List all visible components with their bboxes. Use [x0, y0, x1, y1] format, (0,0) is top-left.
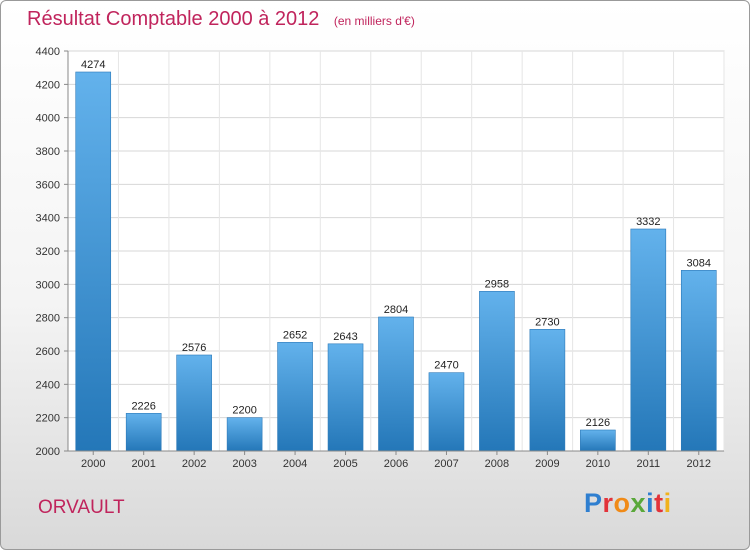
- bar: [479, 291, 515, 452]
- logo-letter: o: [613, 488, 631, 518]
- y-tick-label: 2400: [36, 379, 60, 391]
- x-tick-label: 2004: [283, 458, 307, 470]
- data-label: 2226: [131, 400, 155, 412]
- x-tick-label: 2003: [232, 458, 256, 470]
- data-label: 4274: [81, 59, 105, 71]
- y-tick-label: 4400: [36, 46, 60, 58]
- data-label: 2200: [232, 405, 256, 417]
- y-tick-label: 4200: [36, 79, 60, 91]
- bar: [529, 329, 566, 452]
- y-tick-label: 2600: [36, 346, 60, 358]
- bar: [75, 71, 112, 452]
- bar: [630, 228, 667, 452]
- bar: [176, 354, 212, 452]
- bar: [327, 343, 364, 452]
- x-tick-label: 2001: [131, 458, 155, 470]
- chart-subtitle: (en milliers d'€): [333, 14, 415, 28]
- x-tick-label: 2002: [182, 458, 206, 470]
- logo-letter: x: [630, 488, 647, 518]
- bar: [428, 372, 465, 452]
- bar: [378, 316, 414, 452]
- y-tick-label: 3400: [36, 213, 60, 225]
- x-tick-label: 2005: [333, 458, 357, 470]
- logo-text: Proxiti: [584, 488, 672, 518]
- bar: [277, 342, 313, 452]
- x-tick-label: 2011: [636, 458, 660, 470]
- x-tick-label: 2008: [485, 458, 509, 470]
- data-label: 2470: [434, 360, 458, 372]
- y-tick-label: 3200: [36, 246, 60, 258]
- data-label: 2643: [333, 331, 357, 343]
- x-tick-label: 2006: [384, 458, 408, 470]
- y-tick-label: 4000: [36, 113, 60, 125]
- commune-name: ORVAULT: [38, 497, 125, 518]
- logo-letter: i: [663, 488, 672, 518]
- data-label: 2576: [182, 342, 206, 354]
- y-tick-label: 3600: [36, 179, 60, 191]
- data-label: 2652: [283, 329, 307, 341]
- y-tick-label: 3800: [36, 146, 60, 158]
- y-tick-label: 2200: [36, 413, 60, 425]
- chart-title: Résultat Comptable 2000 à 2012: [27, 8, 320, 30]
- y-tick-label: 3000: [36, 279, 60, 291]
- bar: [226, 417, 263, 452]
- data-label: 2126: [586, 417, 610, 429]
- chart-title-block: Résultat Comptable 2000 à 2012 (en milli…: [27, 8, 415, 31]
- y-tick-label: 2000: [36, 446, 60, 458]
- x-tick-label: 2009: [535, 458, 559, 470]
- x-tick-label: 2012: [687, 458, 711, 470]
- data-label: 2958: [485, 278, 509, 290]
- x-tick-label: 2010: [586, 458, 610, 470]
- y-tick-label: 2800: [36, 313, 60, 325]
- bar: [680, 270, 717, 452]
- data-label: 3084: [687, 257, 711, 269]
- data-label: 2730: [535, 316, 559, 328]
- bar: [125, 413, 162, 452]
- logo-letter: P: [584, 488, 603, 518]
- logo-letter: t: [654, 488, 664, 518]
- logo-letter: i: [646, 488, 655, 518]
- logo-letter: r: [602, 488, 614, 518]
- bar: [580, 429, 616, 452]
- data-label: 2804: [384, 304, 408, 316]
- x-tick-label: 2007: [434, 458, 458, 470]
- x-tick-label: 2000: [81, 458, 105, 470]
- data-label: 3332: [636, 216, 660, 228]
- proxiti-logo: Proxiti: [584, 488, 672, 519]
